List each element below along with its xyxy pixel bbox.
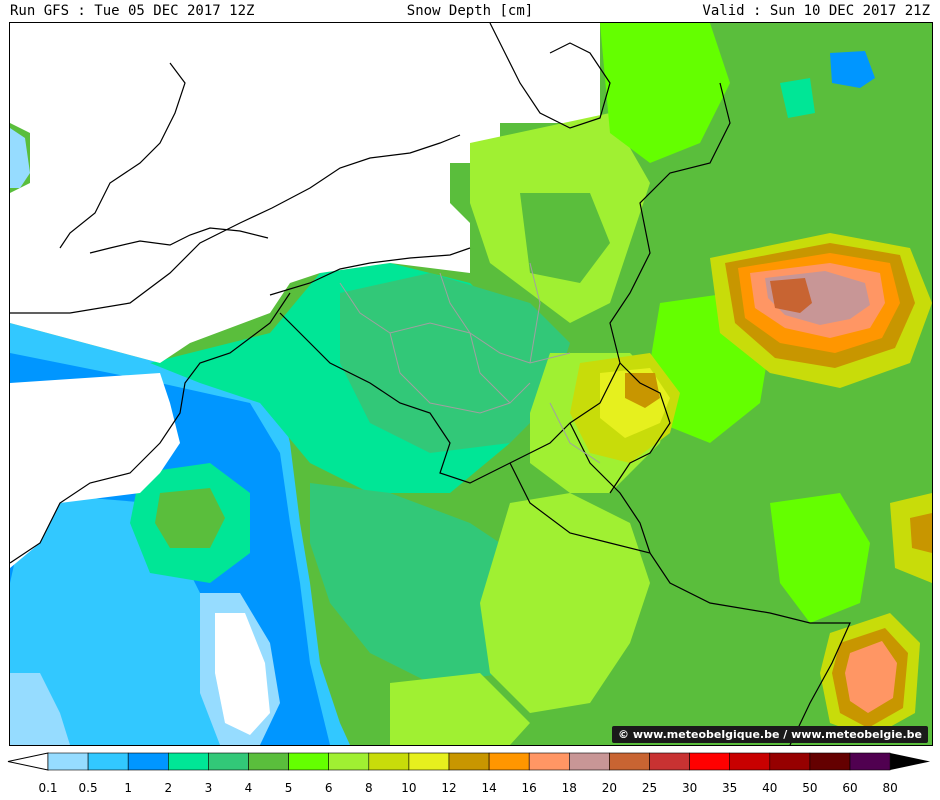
legend-tick-label: 1 — [124, 781, 132, 795]
legend-box — [769, 752, 811, 771]
zone-right-bright — [770, 493, 870, 623]
legend-box — [488, 752, 530, 771]
zone-e-edge-core — [910, 513, 932, 553]
zone-ne-blue — [830, 51, 875, 88]
zone-west-blank — [10, 373, 180, 568]
legend-box — [689, 752, 730, 771]
legend-tick-label: 5 — [285, 781, 293, 795]
legend-box — [328, 752, 370, 771]
legend-box — [849, 752, 891, 771]
legend-tick-label: 40 — [762, 781, 777, 795]
legend-box — [127, 752, 169, 771]
legend-tick-label: 3 — [205, 781, 213, 795]
zone-north-core — [520, 193, 610, 283]
legend-tick-label: 50 — [802, 781, 817, 795]
credit-label: © www.meteobelgique.be / www.meteobelgie… — [612, 726, 928, 743]
legend-tick-label: 0.1 — [38, 781, 57, 795]
zone-sw-pale — [10, 673, 70, 745]
zone-center-dark — [340, 273, 570, 453]
legend-box — [408, 752, 450, 771]
zone-west-hole — [215, 613, 270, 735]
legend-box — [568, 752, 610, 771]
legend-tick-label: 18 — [562, 781, 577, 795]
legend-box — [248, 752, 289, 771]
zone-ne-max-c15 — [770, 278, 812, 313]
legend-tick-label: 8 — [365, 781, 373, 795]
legend-tick-label: 0.5 — [79, 781, 98, 795]
coastlines — [10, 23, 611, 564]
map-title: Snow Depth [cm] — [406, 3, 534, 19]
legend-tick-labels: 0.1 0.5 1 2 3 4 5 6 8 10 12 14 16 18 20 25 30 35 40 50 60 80 — [38, 781, 897, 795]
zone-ne-blue-2 — [780, 78, 815, 118]
legend-box — [208, 752, 249, 771]
legend-arrow-high — [890, 753, 931, 770]
legend-tick-label: 25 — [642, 781, 657, 795]
zone-west-mid — [10, 493, 260, 745]
legend-box — [47, 752, 89, 771]
zone-se-max-c13 — [845, 641, 897, 713]
legend-box — [528, 752, 570, 771]
legend-box — [448, 752, 490, 771]
legend-tick-label: 35 — [722, 781, 737, 795]
zone-w-pale — [10, 128, 30, 188]
legend-box — [649, 752, 690, 771]
zone-ardennes-core — [625, 373, 660, 408]
legend-color-boxes — [7, 752, 931, 771]
legend-tick-label: 80 — [882, 781, 897, 795]
legend-tick-label: 6 — [325, 781, 333, 795]
legend-arrow-low — [7, 752, 49, 771]
zone-south-lime — [390, 673, 530, 745]
legend-tick-label: 20 — [602, 781, 617, 795]
legend-tick-label: 4 — [245, 781, 253, 795]
legend-tick-label: 2 — [164, 781, 172, 795]
legend-box — [87, 752, 129, 771]
legend-box — [609, 752, 650, 771]
map-canvas — [10, 23, 932, 745]
legend-tick-label: 16 — [522, 781, 537, 795]
legend-box — [809, 752, 851, 771]
legend-tick-label: 12 — [441, 781, 456, 795]
run-label: Run GFS : Tue 05 DEC 2017 12Z — [10, 3, 255, 19]
zone-ne-bright — [600, 23, 730, 163]
zone-land-blank — [10, 23, 600, 363]
color-legend: 0.1 0.5 1 2 3 4 5 6 8 10 12 14 16 18 20 25 30 35 40 50 60 80 — [7, 752, 931, 795]
legend-box — [368, 752, 410, 771]
legend-box — [168, 752, 209, 771]
legend-tick-label: 60 — [842, 781, 857, 795]
legend-tick-label: 14 — [481, 781, 496, 795]
legend-box — [729, 752, 771, 771]
province-borders — [339, 262, 601, 464]
legend-tick-label: 30 — [682, 781, 697, 795]
country-borders — [279, 82, 851, 745]
snow-depth-map: © www.meteobelgique.be / www.meteobelgie… — [9, 22, 933, 746]
valid-label: Valid : Sun 10 DEC 2017 21Z — [702, 3, 930, 19]
zone-se-lime — [480, 493, 650, 713]
legend-box — [288, 752, 330, 771]
legend-tick-label: 10 — [401, 781, 416, 795]
zone-island-core — [155, 488, 225, 548]
